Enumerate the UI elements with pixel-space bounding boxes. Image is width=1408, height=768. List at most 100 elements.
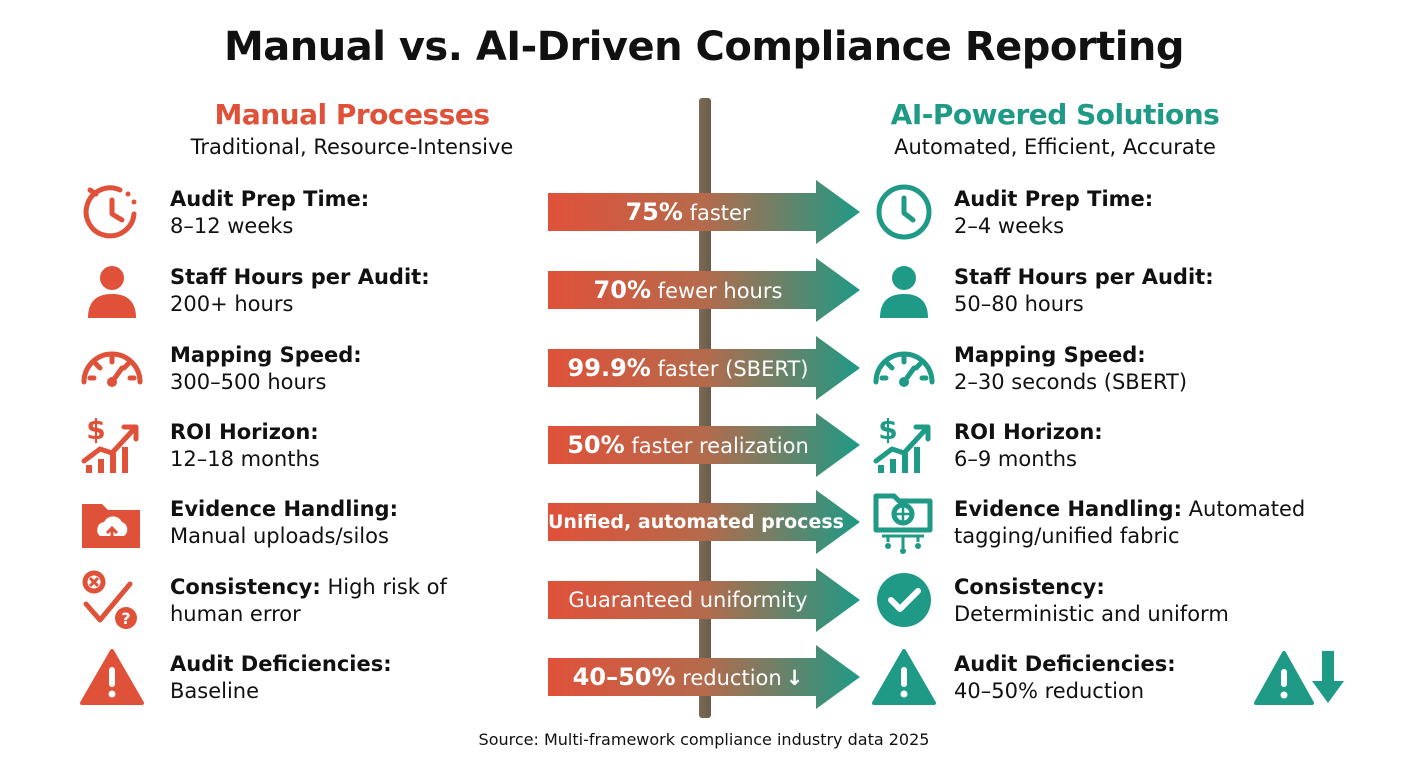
manual-metric: Evidence Handling: Manual uploads/silos — [170, 496, 490, 550]
manual-value: 300–500 hours — [170, 370, 327, 394]
ai-value: 50–80 hours — [954, 292, 1084, 316]
person-icon — [76, 258, 148, 322]
arrow-stat: 75% — [625, 198, 683, 226]
manual-value: Baseline — [170, 679, 260, 703]
svg-text:?: ? — [121, 609, 130, 628]
manual-value: 12–18 months — [170, 447, 320, 471]
improvement-arrow: Guaranteed uniformity — [548, 568, 860, 632]
ai-column-header: AI-Powered Solutions Automated, Efficien… — [775, 98, 1335, 162]
manual-value: 8–12 weeks — [170, 214, 294, 238]
arrow-text: faster realization — [624, 434, 809, 458]
manual-metric: Consistency: High risk of human error — [170, 574, 490, 628]
arrow-caption: 40–50% reduction ↓ — [548, 645, 828, 709]
ai-heading: AI-Powered Solutions — [890, 98, 1220, 131]
metric-label: Audit Prep Time: — [954, 187, 1154, 211]
metric-label: Audit Prep Time: — [170, 187, 370, 211]
folder-network-icon — [868, 490, 940, 554]
svg-text:$: $ — [86, 413, 105, 446]
metric-label: ROI Horizon: — [954, 420, 1103, 444]
comparison-row: Mapping Speed: 300–500 hours 99.9% faster … — [0, 336, 1408, 400]
dollar-growth-icon: $ — [868, 413, 940, 477]
metric-label: Consistency: — [954, 575, 1105, 599]
arrow-text: Unified, automated process — [548, 511, 844, 533]
warning-reduction-icon — [1254, 645, 1346, 709]
manual-column-header: Manual Processes Traditional, Resource-I… — [72, 98, 632, 162]
comparison-row: Staff Hours per Audit: 200+ hours 70% fewe… — [0, 258, 1408, 322]
down-arrow-icon: ↓ — [785, 666, 804, 690]
ai-value: Automated tagging/unified fabric — [954, 497, 1306, 548]
manual-value: Manual uploads/silos — [170, 524, 389, 548]
metric-label: Evidence Handling: — [170, 497, 398, 521]
speedometer-icon — [868, 336, 940, 400]
clock-icon — [868, 180, 940, 244]
ai-metric: Mapping Speed: 2–30 seconds (SBERT) — [954, 342, 1334, 396]
timer-icon — [76, 180, 148, 244]
folder-upload-icon — [76, 490, 148, 554]
manual-metric: Mapping Speed: 300–500 hours — [170, 342, 490, 396]
manual-value: High risk of human error — [170, 575, 447, 626]
arrow-stat: 40–50% — [572, 663, 676, 691]
metric-label: Mapping Speed: — [954, 343, 1146, 367]
improvement-arrow: 75% faster — [548, 180, 860, 244]
comparison-row: Evidence Handling: Manual uploads/silos Un… — [0, 490, 1408, 554]
svg-text:$: $ — [878, 413, 897, 446]
manual-metric: Staff Hours per Audit: 200+ hours — [170, 264, 490, 318]
ai-value: 6–9 months — [954, 447, 1077, 471]
ai-metric: Consistency: Deterministic and uniform — [954, 574, 1334, 628]
arrow-caption: 50% faster realization — [548, 413, 828, 477]
arrow-text: fewer hours — [651, 279, 783, 303]
center-divider — [699, 98, 711, 718]
arrow-text: faster (SBERT) — [650, 357, 809, 381]
improvement-arrow: 70% fewer hours — [548, 258, 860, 322]
warning-icon — [76, 645, 148, 709]
arrow-text: faster — [682, 201, 751, 225]
metric-label: Mapping Speed: — [170, 343, 362, 367]
arrow-text: reduction — [675, 666, 782, 690]
arrow-caption: 75% faster — [548, 180, 828, 244]
metric-label: Audit Deficiencies: — [954, 652, 1176, 676]
arrow-stat: 70% — [593, 276, 651, 304]
speedometer-icon — [76, 336, 148, 400]
ai-subheading: Automated, Efficient, Accurate — [894, 135, 1216, 159]
ai-value: 40–50% reduction — [954, 679, 1145, 703]
check-circle-icon — [868, 568, 940, 632]
arrow-caption: Unified, automated process — [548, 490, 844, 554]
ai-metric: Audit Prep Time: 2–4 weeks — [954, 186, 1334, 240]
improvement-arrow: Unified, automated process — [548, 490, 860, 554]
ai-metric: Audit Deficiencies: 40–50% reduction — [954, 651, 1334, 705]
arrow-stat: 50% — [567, 431, 625, 459]
comparison-row: Audit Prep Time: 8–12 weeks 75% faster Audi… — [0, 180, 1408, 244]
ai-metric: Evidence Handling: Automated tagging/uni… — [954, 496, 1334, 550]
arrow-caption: 99.9% faster (SBERT) — [548, 336, 828, 400]
manual-metric: ROI Horizon: 12–18 months — [170, 419, 490, 473]
improvement-arrow: 50% faster realization — [548, 413, 860, 477]
source-note: Source: Multi-framework compliance indus… — [478, 730, 930, 749]
improvement-arrow: 40–50% reduction ↓ — [548, 645, 860, 709]
warning-icon — [868, 645, 940, 709]
comparison-row: $ ROI Horizon: 12–18 months 50% faster real… — [0, 413, 1408, 477]
metric-label: Evidence Handling: — [954, 497, 1182, 521]
manual-metric: Audit Deficiencies: Baseline — [170, 651, 490, 705]
manual-subheading: Traditional, Resource-Intensive — [190, 135, 514, 159]
arrow-stat: 99.9% — [567, 354, 651, 382]
manual-value: 200+ hours — [170, 292, 294, 316]
ai-metric: Staff Hours per Audit: 50–80 hours — [954, 264, 1334, 318]
manual-metric: Audit Prep Time: 8–12 weeks — [170, 186, 490, 240]
manual-heading: Manual Processes — [214, 98, 490, 131]
ai-value: 2–30 seconds (SBERT) — [954, 370, 1188, 394]
metric-label: Staff Hours per Audit: — [170, 265, 430, 289]
improvement-arrow: 99.9% faster (SBERT) — [548, 336, 860, 400]
arrow-caption: 70% fewer hours — [548, 258, 828, 322]
comparison-row: Audit Deficiencies: Baseline 40–50% reduct… — [0, 645, 1408, 709]
arrow-caption: Guaranteed uniformity — [548, 568, 828, 632]
page-title: Manual vs. AI-Driven Compliance Reportin… — [223, 24, 1185, 70]
metric-label: Staff Hours per Audit: — [954, 265, 1214, 289]
error-check-icon: ? — [76, 568, 148, 632]
metric-label: ROI Horizon: — [170, 420, 319, 444]
ai-metric: ROI Horizon: 6–9 months — [954, 419, 1334, 473]
metric-label: Consistency: — [170, 575, 321, 599]
person-icon — [868, 258, 940, 322]
ai-value: 2–4 weeks — [954, 214, 1065, 238]
comparison-row: ? Consistency: High risk of human error Gu… — [0, 568, 1408, 632]
arrow-text: Guaranteed uniformity — [568, 588, 808, 612]
